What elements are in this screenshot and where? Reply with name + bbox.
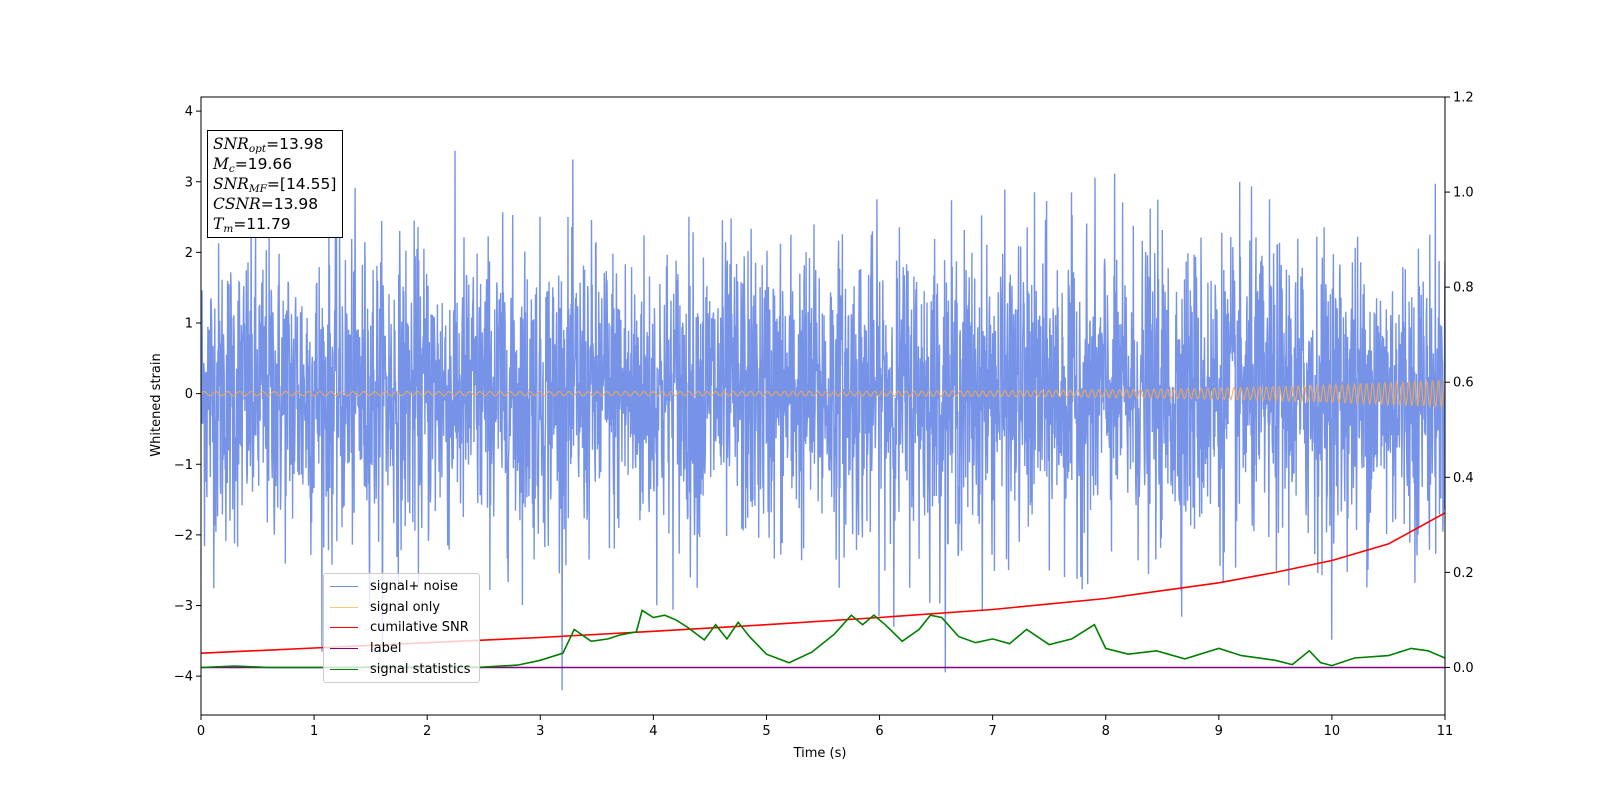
x-tick-label: 8 (1102, 724, 1110, 739)
x-tick-label: 3 (536, 724, 544, 739)
axes: 0 1 2 3 4 5 6 7 8 9 10 11 −4 −3 −2 −1 0 1 2 3 4 0.0 0.2 0.4 0.6 0… (174, 91, 1474, 740)
x-tick-label: 2 (423, 724, 431, 739)
info-line-snr-mf: SNRMF=[14.55] (213, 175, 337, 195)
snr-info-box: SNRopt=13.98 Mc=19.66 SNRMF=[14.55] CSNR… (207, 130, 344, 238)
y-tick-label: 1 (185, 317, 193, 332)
y-tick-label: −3 (174, 599, 193, 614)
y-tick-label: −1 (174, 458, 193, 473)
legend-item-cumulative-snr: cumilative SNR (330, 617, 471, 638)
x-tick-label: 0 (197, 724, 205, 739)
y-tick-label: −2 (174, 528, 193, 543)
legend-label-label: label (370, 640, 402, 656)
legend-swatch-signal-only (330, 606, 358, 608)
y2-tick-label: 0.0 (1453, 661, 1474, 676)
legend-label-signal-statistics: signal statistics (370, 661, 471, 677)
series-signal-noise (201, 150, 1445, 691)
x-tick-label: 1 (310, 724, 318, 739)
info-line-mc: Mc=19.66 (213, 155, 293, 175)
y2-tick-label: 1.2 (1453, 91, 1474, 106)
y-tick-label: −4 (174, 670, 193, 685)
y2-tick-label: 1.0 (1453, 186, 1474, 201)
legend-swatch-cumulative-snr (330, 627, 358, 629)
legend-item-signal-noise: signal+ noise (330, 576, 471, 597)
x-tick-label: 6 (875, 724, 883, 739)
x-tick-label: 4 (649, 724, 657, 739)
x-tick-label: 9 (1215, 724, 1223, 739)
legend-label-signal-noise: signal+ noise (370, 578, 459, 594)
y2-tick-label: 0.6 (1453, 376, 1474, 391)
x-tick-label: 5 (762, 724, 770, 739)
legend-item-signal-statistics: signal statistics (330, 659, 471, 680)
y2-tick-label: 0.2 (1453, 566, 1474, 581)
legend-item-signal-only: signal only (330, 597, 471, 618)
x-tick-label: 11 (1437, 724, 1454, 739)
legend-label-cumulative-snr: cumilative SNR (370, 620, 469, 636)
y-axis-label: Whitened strain (149, 353, 164, 456)
info-line-csnr: CSNR=13.98 (213, 195, 319, 213)
legend-swatch-label (330, 647, 358, 649)
y-tick-label: 3 (185, 175, 193, 190)
legend-item-label: label (330, 638, 471, 659)
plot-frame (200, 96, 1446, 716)
y-tick-label: 2 (185, 246, 193, 261)
y2-tick-label: 0.8 (1453, 281, 1474, 296)
x-axis-label: Time (s) (793, 746, 847, 761)
x-tick-label: 10 (1324, 724, 1341, 739)
info-line-snr-opt: SNRopt=13.98 (213, 135, 324, 155)
info-line-tm: Tm=11.79 (213, 215, 291, 235)
series-signal-only (201, 379, 1445, 409)
legend-label-signal-only: signal only (370, 599, 441, 615)
y-tick-label: 4 (185, 105, 193, 120)
series-signal-statistics (201, 609, 1445, 669)
x-tick-label: 7 (988, 724, 996, 739)
legend: signal+ noise signal only cumilative SNR… (323, 573, 480, 684)
legend-swatch-signal-statistics (330, 668, 358, 670)
y-tick-label: 0 (185, 387, 193, 402)
legend-swatch-signal-noise (330, 585, 358, 587)
y2-tick-label: 0.4 (1453, 471, 1474, 486)
